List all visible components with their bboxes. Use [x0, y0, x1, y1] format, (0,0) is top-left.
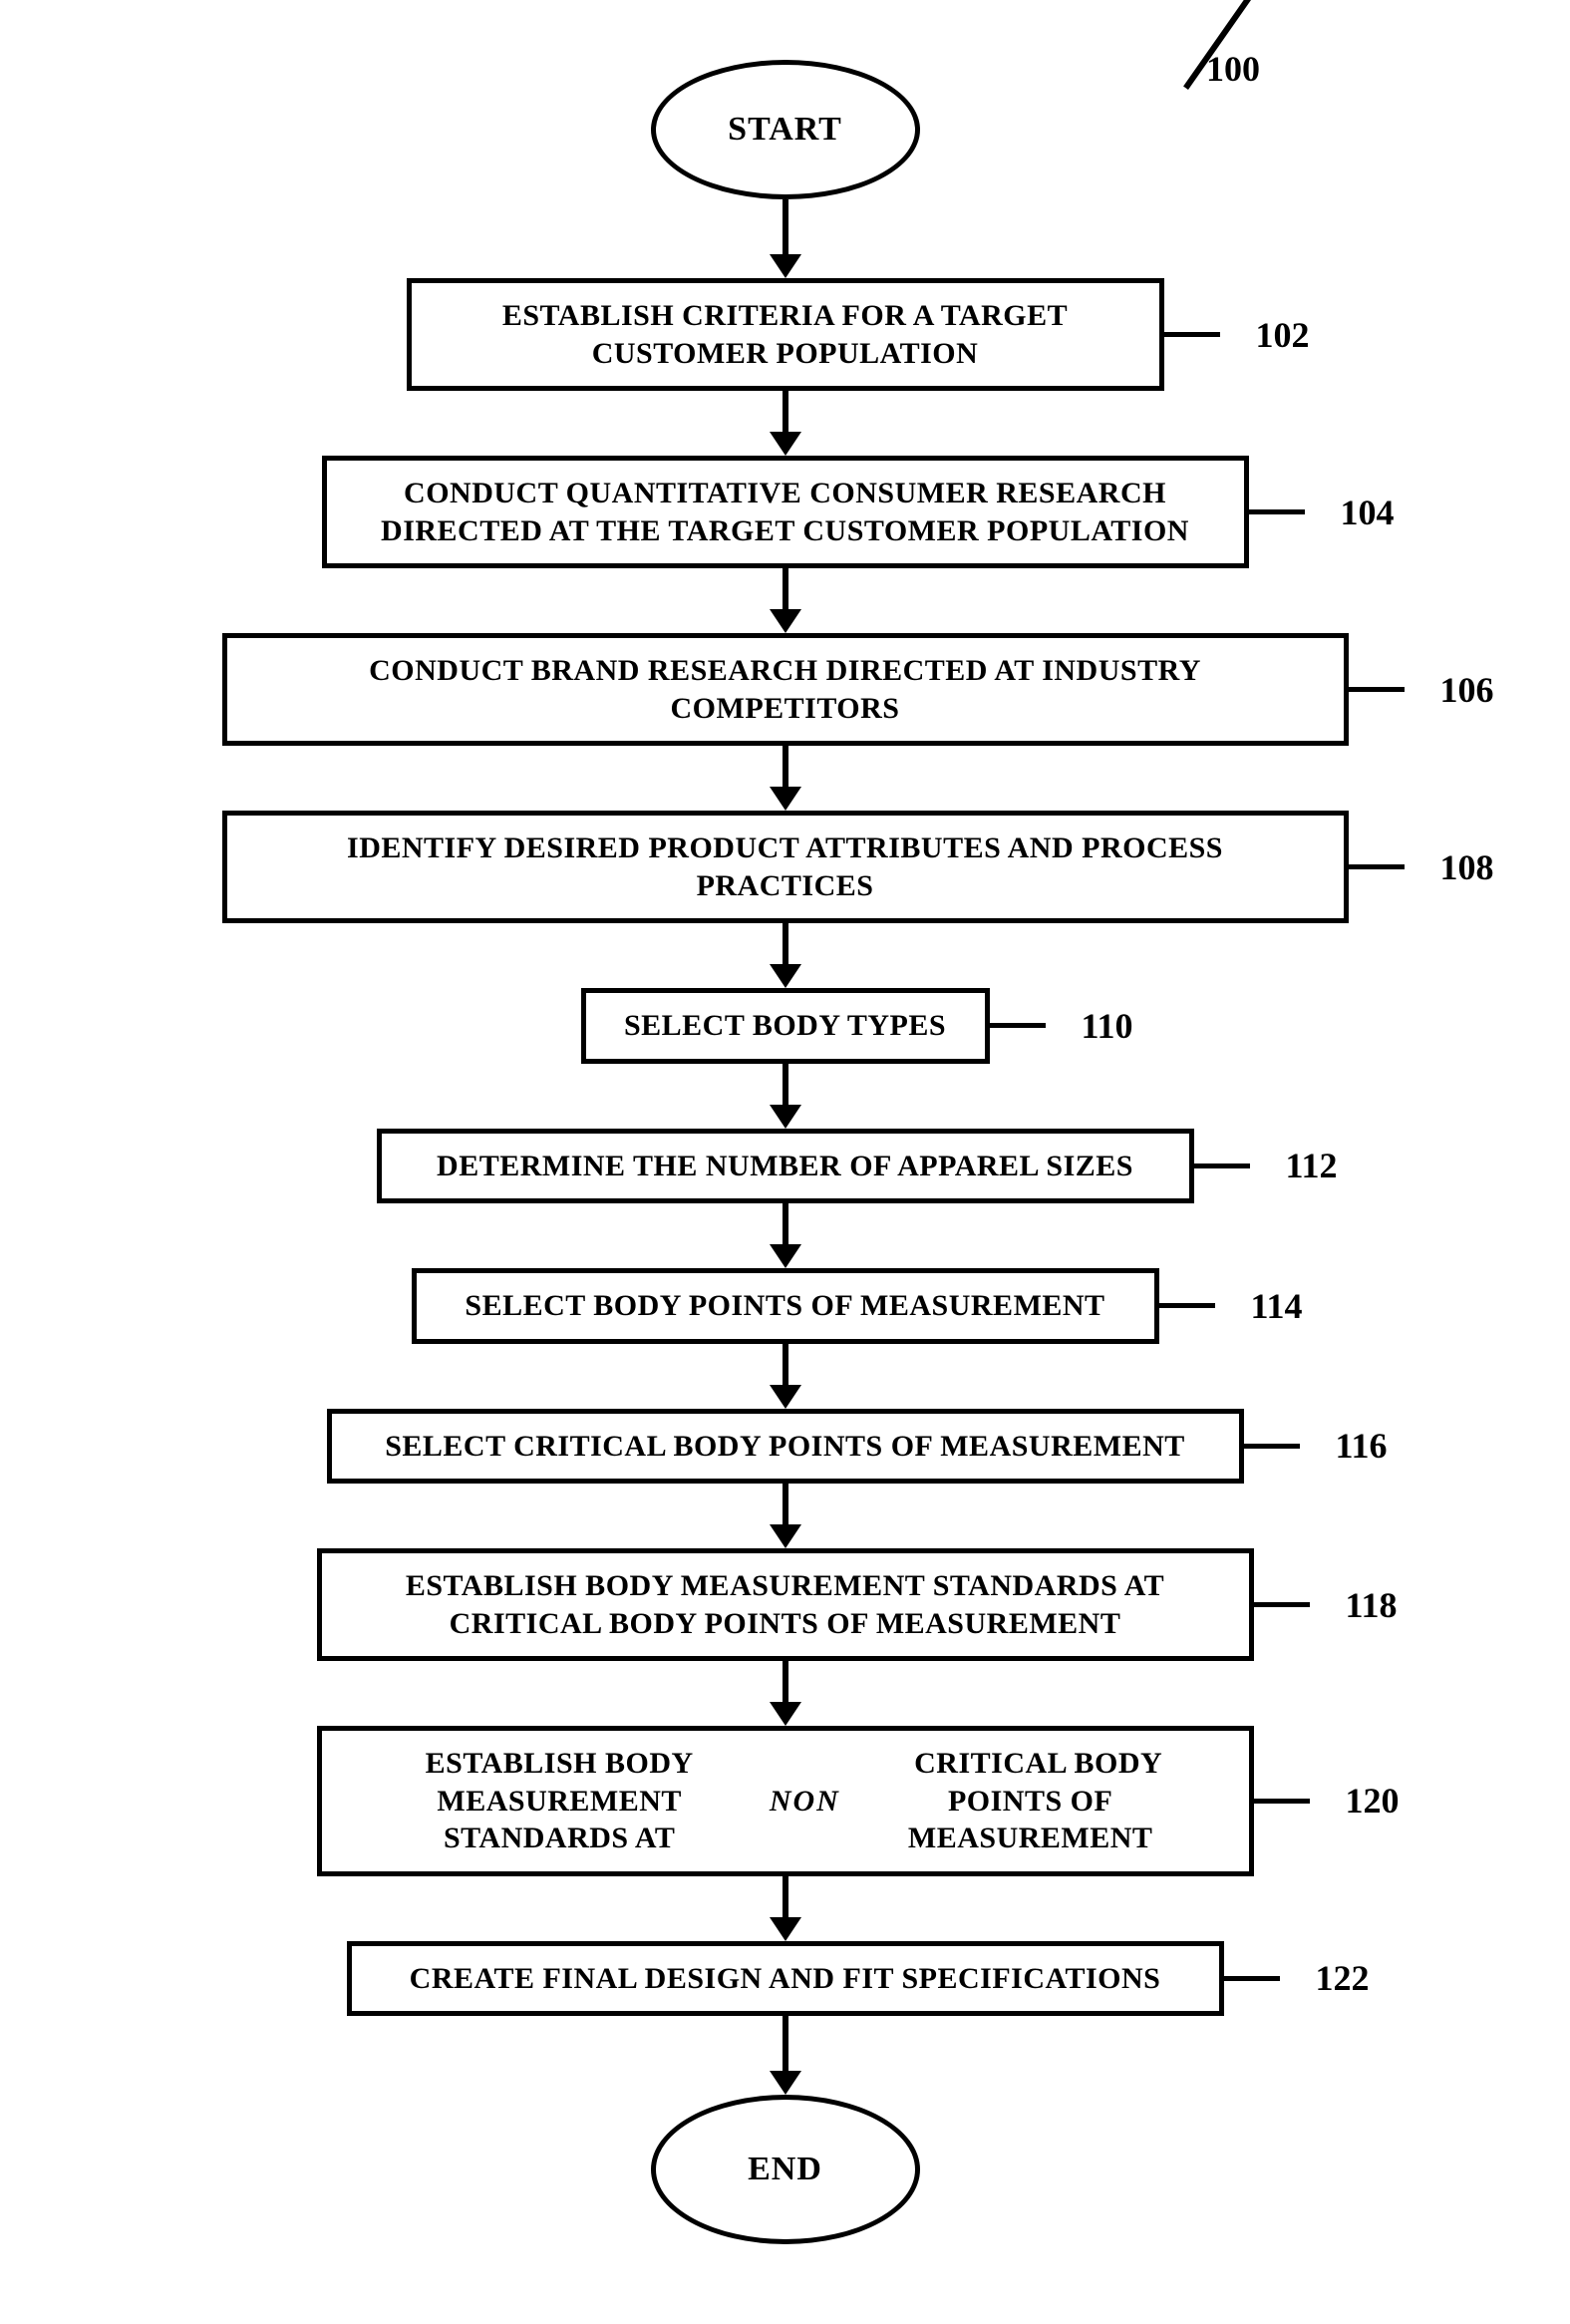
step-reference-number: 108: [1440, 849, 1530, 885]
flow-arrow: [770, 1203, 801, 1268]
reference-tick: [1244, 1444, 1300, 1449]
flowchart-step: ESTABLISH BODY MEASUREMENT STANDARDS ATN…: [317, 1726, 1254, 1876]
start-terminal: START: [651, 60, 920, 199]
flow-arrow: [770, 1484, 801, 1548]
step-reference-number: 106: [1440, 672, 1530, 708]
flowchart-step: DETERMINE THE NUMBER OF APPAREL SIZES: [377, 1129, 1194, 1204]
flow-arrow: [770, 568, 801, 633]
flow-arrow: [770, 923, 801, 988]
flowchart-step: CONDUCT QUANTITATIVE CONSUMER RESEARCHDI…: [322, 456, 1249, 568]
flowchart-step-row: ESTABLISH CRITERIA FOR A TARGETCUSTOMER …: [0, 278, 1570, 391]
flow-arrow: [770, 199, 801, 278]
step-reference-number: 110: [1082, 1008, 1171, 1044]
flowchart-step-row: SELECT BODY POINTS OF MEASUREMENT 114: [0, 1268, 1570, 1344]
end-terminal: END: [651, 2095, 920, 2244]
reference-tick: [1164, 332, 1220, 337]
flowchart-step-row: SELECT BODY TYPES 110: [0, 988, 1570, 1064]
flowchart-step: SELECT BODY TYPES: [581, 988, 990, 1064]
flowchart-step: ESTABLISH CRITERIA FOR A TARGETCUSTOMER …: [407, 278, 1164, 391]
flow-arrow: [770, 746, 801, 811]
reference-tick: [1349, 687, 1405, 692]
flowchart-canvas: 100 START ESTABLISH CRITERIA FOR A TARGETC…: [0, 0, 1570, 2324]
flow-arrow: [770, 2016, 801, 2095]
step-reference-number: 116: [1336, 1428, 1425, 1464]
flowchart-step: SELECT BODY POINTS OF MEASUREMENT: [412, 1268, 1159, 1344]
step-reference-number: 114: [1251, 1288, 1341, 1324]
figure-reference-label: 100: [1206, 48, 1260, 90]
flow-arrow: [770, 1876, 801, 1941]
flowchart-step-row: ESTABLISH BODY MEASUREMENT STANDARDS ATC…: [0, 1548, 1570, 1661]
reference-tick: [1254, 1799, 1310, 1804]
reference-tick: [1194, 1163, 1250, 1168]
step-reference-number: 122: [1316, 1960, 1406, 1996]
reference-tick: [1349, 864, 1405, 869]
flowchart-step: SELECT CRITICAL BODY POINTS OF MEASUREME…: [327, 1409, 1244, 1485]
reference-tick: [990, 1023, 1046, 1028]
flowchart-step: CONDUCT BRAND RESEARCH DIRECTED AT INDUS…: [222, 633, 1349, 746]
flow-arrow: [770, 1661, 801, 1726]
step-reference-number: 112: [1286, 1148, 1376, 1183]
flowchart-step: CREATE FINAL DESIGN AND FIT SPECIFICATIO…: [347, 1941, 1224, 2017]
flow-arrow: [770, 391, 801, 456]
step-reference-number: 102: [1256, 317, 1346, 353]
step-reference-number: 104: [1341, 495, 1430, 530]
step-reference-number: 118: [1346, 1587, 1435, 1623]
flowchart-step-row: CONDUCT BRAND RESEARCH DIRECTED AT INDUS…: [0, 633, 1570, 746]
step-reference-number: 120: [1346, 1783, 1435, 1819]
flowchart-step: IDENTIFY DESIRED PRODUCT ATTRIBUTES AND …: [222, 811, 1349, 923]
flow-arrow: [770, 1344, 801, 1409]
flowchart-step-row: CREATE FINAL DESIGN AND FIT SPECIFICATIO…: [0, 1941, 1570, 2017]
flowchart-step-row: DETERMINE THE NUMBER OF APPAREL SIZES 112: [0, 1129, 1570, 1204]
flowchart-step-row: ESTABLISH BODY MEASUREMENT STANDARDS ATN…: [0, 1726, 1570, 1876]
flowchart-step: ESTABLISH BODY MEASUREMENT STANDARDS ATC…: [317, 1548, 1254, 1661]
flowchart-step-row: SELECT CRITICAL BODY POINTS OF MEASUREME…: [0, 1409, 1570, 1485]
reference-tick: [1249, 509, 1305, 514]
flow-arrow: [770, 1064, 801, 1129]
flowchart-column: START ESTABLISH CRITERIA FOR A TARGETCUST…: [0, 60, 1570, 2244]
reference-tick: [1254, 1602, 1310, 1607]
flowchart-step-row: CONDUCT QUANTITATIVE CONSUMER RESEARCHDI…: [0, 456, 1570, 568]
flowchart-step-row: IDENTIFY DESIRED PRODUCT ATTRIBUTES AND …: [0, 811, 1570, 923]
reference-tick: [1224, 1976, 1280, 1981]
reference-tick: [1159, 1303, 1215, 1308]
